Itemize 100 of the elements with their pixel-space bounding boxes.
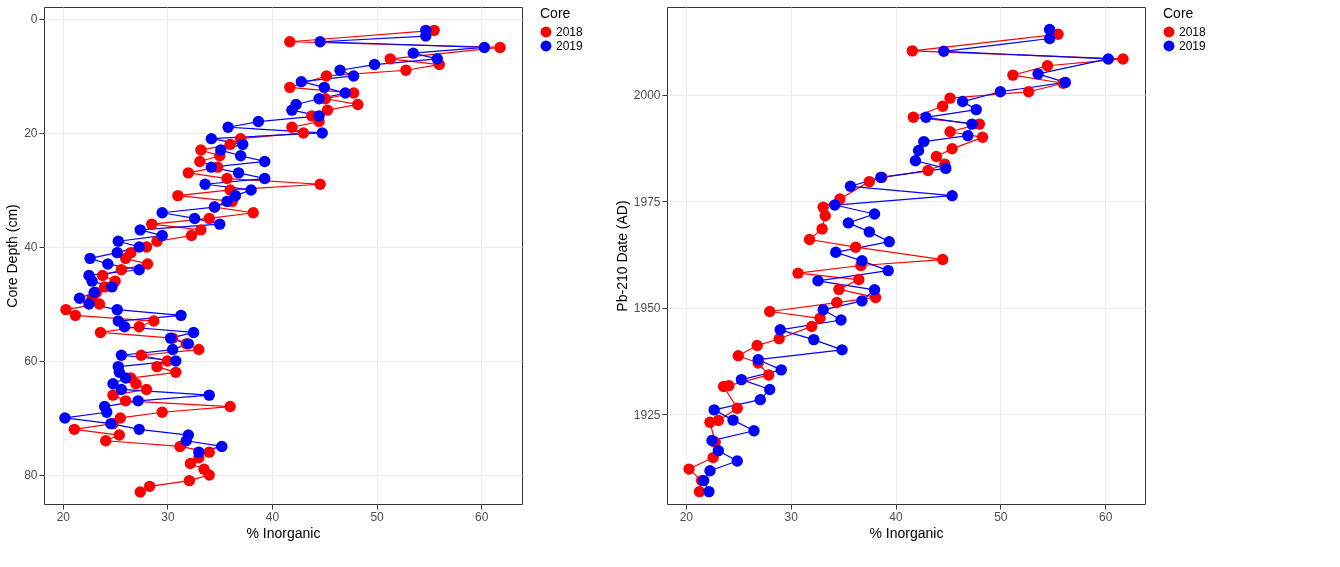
point (808, 333, 820, 346)
point (906, 45, 918, 57)
point (830, 246, 842, 258)
point (936, 253, 949, 266)
point (1032, 68, 1044, 80)
legend-label: 2018 (1179, 25, 1207, 39)
point (962, 129, 974, 142)
y-tick-label: 60 (24, 354, 38, 369)
y-tick-label: 2000 (633, 88, 661, 103)
point (956, 95, 969, 108)
point (833, 283, 845, 296)
point (944, 126, 956, 138)
point (970, 103, 982, 116)
legend-label: 2019 (556, 39, 584, 53)
point (775, 364, 787, 376)
point (803, 233, 816, 246)
y-tick-label: 1950 (633, 301, 661, 316)
y-axis-title: Pb-210 Date (AD) (613, 200, 630, 312)
y-tick-label: 80 (24, 468, 38, 483)
point (817, 304, 829, 316)
x-axis-title: % Inorganic (869, 524, 944, 541)
point (754, 393, 766, 406)
point (976, 131, 989, 144)
x-axis-title: % Inorganic (246, 524, 321, 541)
y-tick-label: 0 (30, 12, 38, 27)
x-tick-label: 60 (475, 509, 489, 524)
point (907, 111, 920, 123)
point (930, 150, 943, 163)
y-axis-title: Core Depth (cm) (4, 204, 21, 308)
point (936, 100, 949, 112)
point (882, 264, 894, 277)
point (946, 143, 958, 155)
point (748, 425, 760, 437)
point (731, 402, 743, 414)
point (703, 485, 715, 498)
point (835, 314, 847, 326)
y-tick-label: 40 (24, 240, 38, 255)
point (727, 414, 739, 426)
x-tick-label: 30 (784, 509, 799, 524)
point (704, 416, 716, 428)
point (994, 86, 1007, 98)
point (938, 45, 950, 57)
point (883, 235, 895, 248)
point (805, 320, 818, 333)
point (856, 255, 868, 267)
point (920, 111, 932, 123)
point (731, 455, 743, 467)
point (940, 162, 952, 175)
point (816, 223, 828, 235)
legend-title: Core (1163, 5, 1194, 21)
point (868, 284, 881, 296)
point (868, 208, 881, 220)
point (1117, 53, 1129, 65)
point (735, 373, 748, 386)
point (918, 135, 930, 148)
x-tick-label: 20 (679, 509, 694, 524)
x-tick-label: 40 (265, 509, 280, 524)
point (762, 369, 775, 381)
y-tick-label: 20 (24, 126, 38, 141)
point (853, 273, 865, 286)
point (836, 344, 848, 356)
x-tick-label: 20 (56, 509, 71, 524)
legend-label: 2018 (556, 25, 584, 39)
x-tick-label: 40 (889, 509, 904, 524)
point (774, 324, 786, 336)
point (764, 383, 776, 396)
point (856, 295, 868, 307)
y-tick-label: 1975 (633, 194, 661, 209)
point (944, 92, 956, 104)
point (966, 118, 978, 130)
point (829, 199, 841, 211)
point (764, 305, 776, 318)
point (844, 180, 857, 192)
point (863, 175, 876, 188)
point (712, 445, 725, 457)
point (708, 404, 720, 416)
point (732, 350, 744, 362)
x-tick-label: 30 (161, 509, 175, 524)
legend-label: 2019 (1179, 39, 1207, 53)
point (863, 226, 876, 238)
x-tick-label: 50 (994, 509, 1008, 524)
legend-title: Core (540, 5, 571, 21)
y-tick-label: 1925 (633, 407, 661, 422)
point (812, 275, 824, 287)
point (922, 164, 934, 177)
point (1102, 53, 1115, 65)
x-tick-label: 50 (370, 509, 385, 524)
point (1007, 69, 1019, 81)
point (751, 339, 763, 352)
point (792, 267, 804, 279)
point (849, 241, 862, 253)
point (1022, 86, 1035, 98)
point (842, 217, 855, 229)
point (1041, 60, 1054, 72)
point (752, 353, 764, 366)
point (831, 296, 843, 309)
point (819, 209, 831, 222)
point (704, 465, 716, 477)
x-tick-label: 60 (1098, 509, 1113, 524)
point (946, 189, 958, 202)
